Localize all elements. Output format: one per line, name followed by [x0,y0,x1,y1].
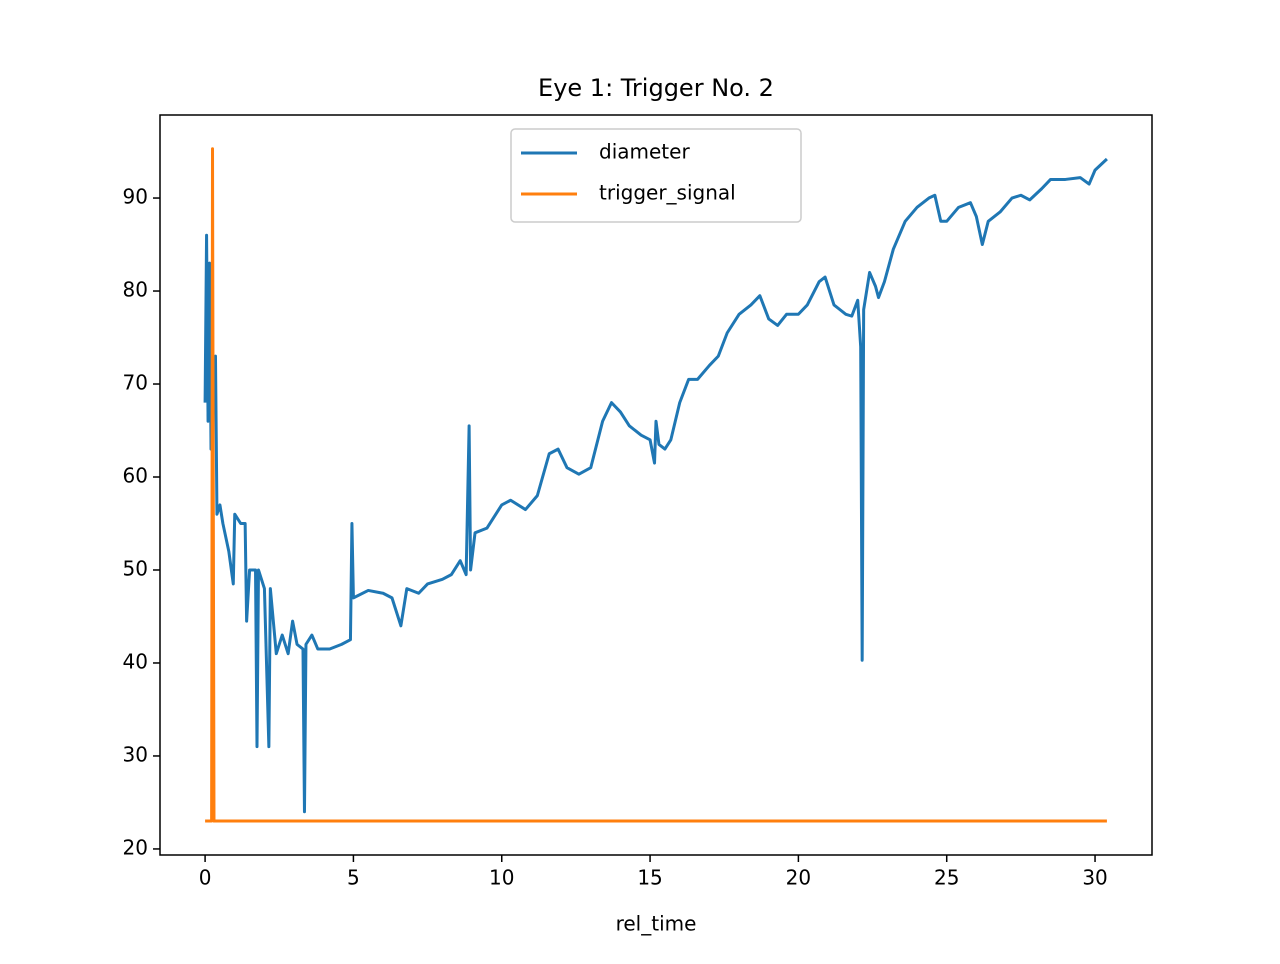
y-tick-label: 40 [123,649,148,673]
y-tick-label: 50 [123,556,148,580]
series-line [205,147,1107,823]
legend-label: diameter [599,140,690,164]
x-tick-label: 5 [347,866,360,890]
x-tick-label: 20 [786,866,811,890]
x-tick-label: 30 [1082,866,1107,890]
series-line [203,157,1108,814]
y-tick-label: 80 [123,278,148,302]
y-tick-label: 70 [123,371,148,395]
y-tick-label: 20 [123,835,148,859]
legend-label: trigger_signal [599,181,736,205]
plot-frame [159,114,1153,856]
x-tick-label: 0 [199,866,212,890]
y-tick-label: 30 [123,742,148,766]
x-tick-label: 10 [489,866,514,890]
x-axis-label: rel_time [616,912,697,936]
x-tick-label: 15 [637,866,662,890]
y-tick-label: 60 [123,464,148,488]
x-tick-label: 25 [934,866,959,890]
chart-title: Eye 1: Trigger No. 2 [538,74,774,102]
legend-box [510,128,802,223]
y-tick-label: 90 [123,185,148,209]
